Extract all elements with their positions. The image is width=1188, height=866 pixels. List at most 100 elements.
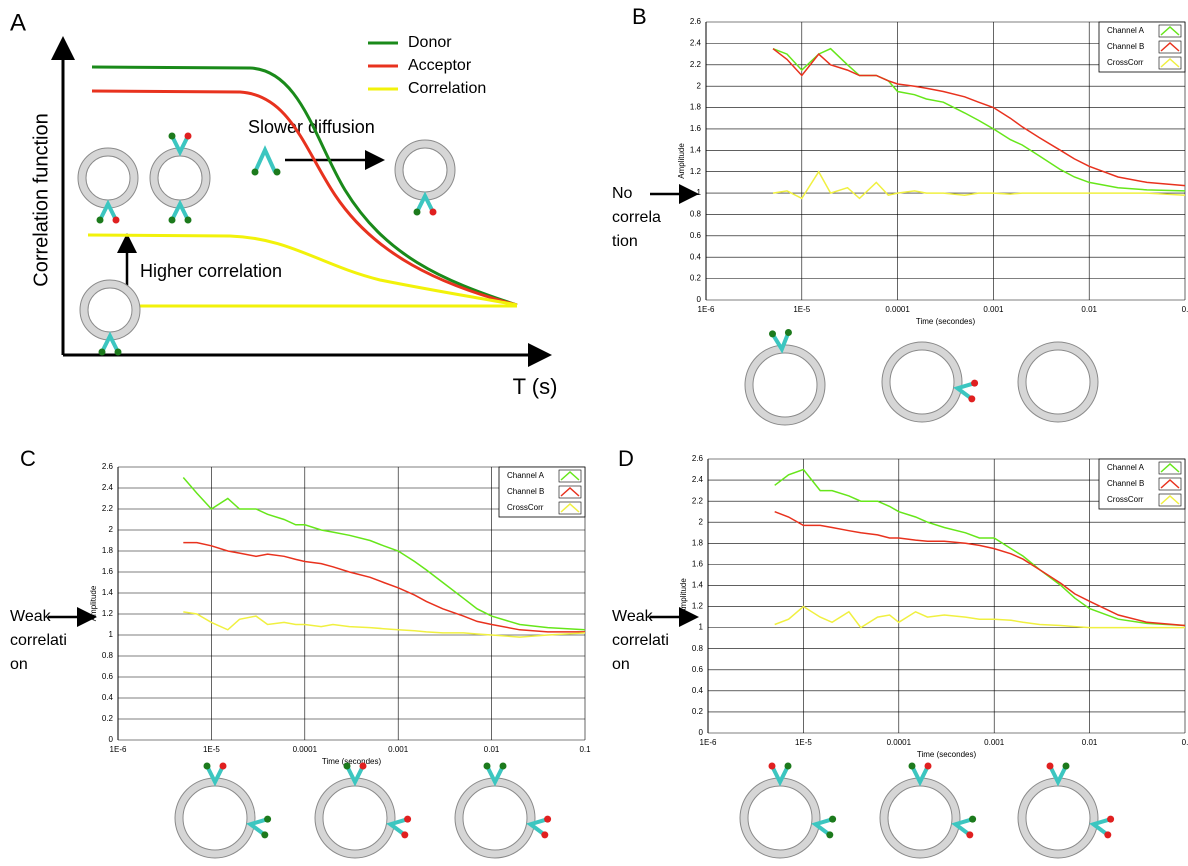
x-tick-label: 1E-5 [793, 305, 810, 314]
x-tick-label: 0. [1182, 738, 1188, 747]
annotation: Slower diffusion [248, 117, 375, 137]
protein [345, 765, 365, 787]
fluorophore [768, 330, 776, 338]
annotation: on [612, 656, 630, 673]
y-tick-label: 1.2 [690, 167, 702, 176]
x-axis-label: T (s) [513, 374, 558, 399]
y-tick-label: 2.4 [690, 38, 702, 47]
y-tick-label: 2.6 [102, 462, 114, 471]
protein [526, 817, 549, 837]
fluorophore [429, 208, 437, 216]
legend-swatch-box [558, 469, 582, 483]
y-tick-label: 0.8 [692, 644, 704, 653]
legend-label: CrossCorr [507, 503, 544, 512]
fluorophore [829, 815, 837, 823]
panel-label: C [20, 446, 36, 471]
vesicle-lumen [157, 155, 203, 201]
y-tick-label: 2.4 [102, 483, 114, 492]
annotation: No [612, 185, 633, 202]
x-axis-label: Time (secondes) [917, 750, 977, 759]
y-axis-label: Correlation function [30, 113, 52, 286]
fluorophore [413, 208, 421, 216]
annotation: correla [612, 209, 661, 226]
y-tick-label: 1.2 [692, 602, 704, 611]
fluorophore [908, 762, 916, 770]
x-tick-label: 0.01 [1081, 305, 1097, 314]
legend-label: Channel B [1107, 479, 1144, 488]
panel-label: A [10, 9, 26, 36]
fluorophore [98, 348, 106, 356]
y-tick-label: 0.4 [102, 693, 114, 702]
fluorophore [1107, 815, 1115, 823]
legend-swatch-box [1158, 461, 1182, 475]
x-tick-label: 0.1 [579, 745, 591, 754]
y-axis-label: Amplitude [89, 585, 98, 621]
y-tick-label: 0 [697, 295, 702, 304]
fluorophore [483, 762, 491, 770]
protein [386, 817, 409, 837]
legend-swatch-box [1158, 24, 1182, 38]
vesicle-lumen [889, 349, 955, 415]
protein [770, 765, 790, 787]
fluorophore [541, 831, 549, 839]
legend-swatch [1160, 57, 1180, 68]
x-tick-label: 0.0001 [885, 305, 910, 314]
fluorophore [251, 168, 259, 176]
fluorophore [784, 762, 792, 770]
x-tick-label: 0. [1182, 305, 1188, 314]
protein [253, 145, 277, 173]
protein [1089, 817, 1112, 837]
fluorophore [203, 762, 211, 770]
legend-swatch [1160, 462, 1180, 473]
fluorophore [343, 762, 351, 770]
protein [953, 381, 976, 401]
legend-swatch [560, 470, 580, 481]
legend-swatch-box [1158, 56, 1182, 70]
y-tick-label: 2 [697, 81, 702, 90]
vesicle-lumen [85, 155, 131, 201]
x-tick-label: 0.001 [984, 738, 1005, 747]
y-tick-label: 1.8 [692, 538, 704, 547]
y-tick-label: 0.6 [690, 231, 702, 240]
y-tick-label: 2.6 [690, 17, 702, 26]
y-tick-label: 1 [697, 188, 702, 197]
annotation: on [10, 656, 28, 673]
series-line [774, 510, 1186, 627]
series-line [772, 47, 1186, 192]
y-tick-label: 0.4 [690, 252, 702, 261]
vesicle-lumen [182, 785, 248, 851]
legend-label: Channel A [1107, 463, 1145, 472]
legend-swatch [1160, 41, 1180, 52]
annotation: correlati [10, 632, 67, 649]
fluorophore [168, 132, 176, 140]
protein [98, 199, 118, 221]
fluorophore [96, 216, 104, 224]
annotation: Weak [612, 608, 654, 625]
protein [951, 817, 974, 837]
series-line [772, 48, 1186, 187]
x-tick-label: 0.001 [388, 745, 409, 754]
panel-label: D [618, 446, 634, 471]
y-tick-label: 1.6 [692, 559, 704, 568]
series-line [183, 611, 586, 638]
legend-label: Channel B [507, 487, 544, 496]
fluorophore [112, 216, 120, 224]
legend-label: Channel A [1107, 26, 1145, 35]
vesicle-lumen [87, 287, 133, 333]
fluorophore [1062, 762, 1070, 770]
x-tick-label: 1E-5 [795, 738, 812, 747]
vesicle-lumen [747, 785, 813, 851]
fluorophore [966, 831, 974, 839]
series-line [182, 477, 586, 631]
y-tick-label: 0.2 [692, 707, 704, 716]
y-tick-label: 2.6 [692, 454, 704, 463]
fluorophore [544, 815, 552, 823]
legend-label: Channel B [1107, 42, 1144, 51]
legend-swatch-box [1158, 40, 1182, 54]
y-tick-label: 0.8 [102, 651, 114, 660]
legend-label: Donor [408, 34, 452, 51]
y-tick-label: 0.4 [692, 686, 704, 695]
fluorophore [404, 815, 412, 823]
fluorophore [359, 762, 367, 770]
legend-swatch-box [1158, 477, 1182, 491]
